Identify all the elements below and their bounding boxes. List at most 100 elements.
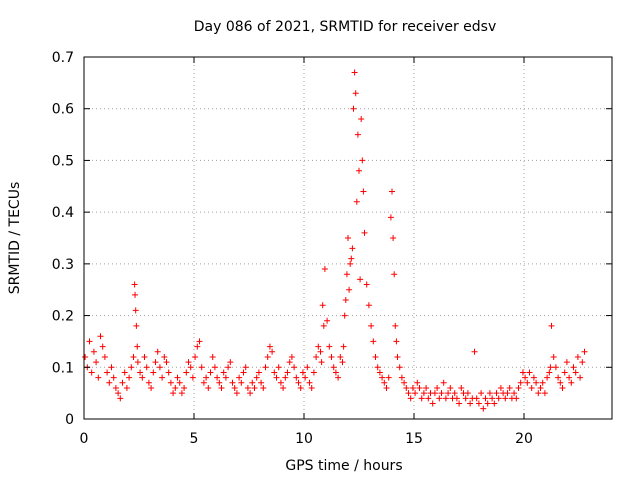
data-point: [504, 390, 511, 397]
data-points: [82, 69, 588, 412]
data-point: [438, 390, 445, 397]
data-point: [391, 271, 398, 278]
data-point: [418, 395, 425, 402]
data-point: [579, 359, 586, 366]
data-point: [317, 348, 324, 355]
data-point: [95, 374, 102, 381]
data-point: [273, 374, 280, 381]
data-point: [546, 369, 553, 376]
data-point: [506, 384, 513, 391]
data-point: [550, 353, 557, 360]
axis-ticks: [83, 56, 612, 420]
data-point: [143, 364, 150, 371]
data-point: [392, 322, 399, 329]
data-point: [189, 374, 196, 381]
data-point: [320, 322, 327, 329]
data-point: [451, 390, 458, 397]
data-point: [385, 374, 392, 381]
data-point: [152, 359, 159, 366]
data-point: [225, 364, 232, 371]
data-point: [101, 353, 108, 360]
data-point: [572, 369, 579, 376]
data-point: [291, 364, 298, 371]
data-point: [277, 379, 284, 386]
data-point: [458, 384, 465, 391]
data-point: [174, 374, 181, 381]
data-point: [502, 395, 509, 402]
plot-frame: [83, 56, 613, 420]
data-point: [220, 369, 227, 376]
data-point: [535, 390, 542, 397]
data-point: [181, 384, 188, 391]
data-point: [306, 379, 313, 386]
data-point: [131, 281, 138, 288]
data-point: [517, 379, 524, 386]
data-point: [464, 390, 471, 397]
data-point: [480, 405, 487, 412]
data-point: [218, 384, 225, 391]
data-point: [154, 348, 161, 355]
data-point: [167, 379, 174, 386]
data-point: [216, 379, 223, 386]
data-point: [304, 364, 311, 371]
data-point: [372, 353, 379, 360]
data-point: [442, 395, 449, 402]
data-point: [398, 374, 405, 381]
data-point: [123, 384, 130, 391]
data-point: [394, 353, 401, 360]
data-point: [139, 374, 146, 381]
data-point: [196, 338, 203, 345]
data-point: [200, 379, 207, 386]
data-point: [339, 359, 346, 366]
data-point: [121, 369, 128, 376]
data-point: [581, 348, 588, 355]
data-point: [497, 384, 504, 391]
data-point: [88, 369, 95, 376]
data-point: [332, 369, 339, 376]
data-point: [284, 369, 291, 376]
data-point: [207, 369, 214, 376]
data-point: [104, 369, 111, 376]
data-point: [264, 353, 271, 360]
data-point: [495, 395, 502, 402]
data-point: [513, 395, 520, 402]
data-point: [425, 395, 432, 402]
data-point: [236, 374, 243, 381]
data-point: [431, 390, 438, 397]
data-point: [93, 359, 100, 366]
data-point: [178, 390, 185, 397]
data-point: [253, 374, 260, 381]
data-point: [447, 384, 454, 391]
data-point: [108, 364, 115, 371]
data-point: [266, 343, 273, 350]
data-point: [370, 338, 377, 345]
data-point: [343, 271, 350, 278]
chart-title: Day 086 of 2021, SRMTID for receiver eds…: [194, 19, 497, 35]
data-point: [141, 353, 148, 360]
data-point: [318, 359, 325, 366]
data-point: [390, 235, 397, 241]
data-point: [330, 364, 337, 371]
data-point: [561, 369, 568, 376]
data-point: [530, 374, 537, 381]
data-point: [547, 364, 554, 371]
data-point: [340, 343, 347, 350]
data-point: [308, 384, 315, 391]
data-point: [247, 390, 254, 397]
data-point: [537, 384, 544, 391]
data-point: [420, 390, 427, 397]
data-point: [326, 343, 333, 350]
data-point: [533, 379, 540, 386]
data-point: [156, 364, 163, 371]
data-point: [214, 374, 221, 381]
data-point: [352, 90, 359, 97]
x-tick-label: 0: [80, 431, 89, 447]
data-point: [453, 395, 460, 402]
data-point: [393, 338, 400, 345]
data-point: [137, 369, 144, 376]
data-point: [112, 384, 119, 391]
data-point: [82, 353, 89, 360]
data-point: [436, 395, 443, 402]
data-point: [552, 364, 559, 371]
y-tick-label: 0.7: [52, 50, 74, 66]
